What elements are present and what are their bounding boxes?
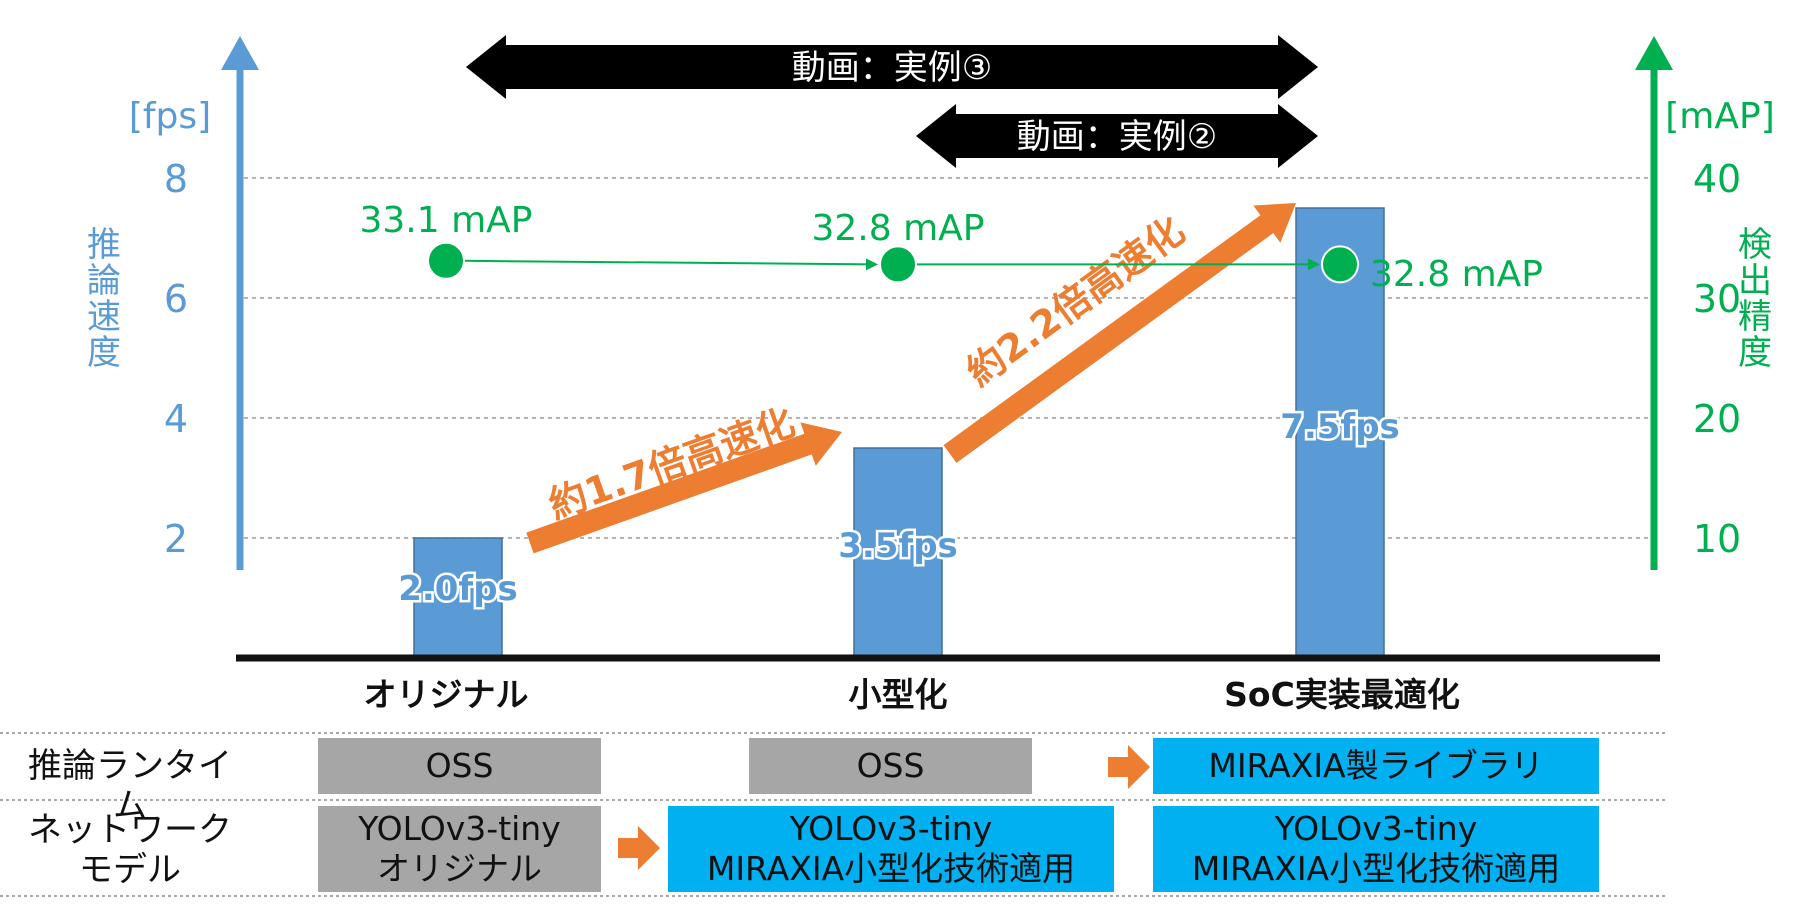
map-line-segment [461,259,875,266]
table-cell-line: MIRAXIA小型化技術適用 [1191,849,1561,888]
y2-ticks: 10 20 30 40 [1693,157,1741,561]
y2-axis-unit: [mAP] [1665,96,1775,137]
speedup-arrow [943,203,1296,463]
y-axis-label-char: 度 [87,333,121,373]
y2-axis-label-char: 精 [1738,297,1772,337]
map-point [879,245,917,284]
video-ranges: 動画：実例③ 動画：実例② [466,35,1318,168]
table-cell-line: MIRAXIA製ライブラリ [1208,746,1544,785]
bar-value-label: 2.0fps [398,569,518,609]
video-range-arrow [466,35,1318,99]
axes: [fps] [mAP] [129,36,1775,662]
map-point [1321,245,1359,284]
table-row-label: ネットワーク モデル [16,810,244,890]
y-ticks: 2 4 6 8 [164,157,188,561]
map-line-arrowhead-icon [1308,258,1320,271]
map-point [427,241,465,280]
video-range-arrow [916,104,1318,168]
category-label: オリジナル [364,675,529,714]
y-tick-label: 4 [164,397,188,441]
table-dividers [0,732,1668,897]
table-cell-line: YOLOv3-tiny [1274,809,1478,848]
table-cell: YOLOv3-tiny MIRAXIA小型化技術適用 [668,806,1114,892]
table-row-label-line: 推論ランタイム [28,746,232,826]
y2-tick-label: 40 [1693,157,1741,201]
left-axis-arrow-icon [221,36,259,70]
y-tick-label: 8 [164,157,188,201]
speedup-arrow [526,422,842,554]
table-cell: YOLOv3-tiny オリジナル [318,806,601,892]
y-axis-unit: [fps] [129,96,211,137]
table-cell-line: YOLOv3-tiny [789,809,993,848]
y-axis-label-char: 速 [87,297,121,337]
map-line-arrowhead-icon [866,258,878,271]
table-cell: OSS [318,738,601,794]
y2-tick-label: 20 [1693,397,1741,441]
step-arrow-icon [1108,745,1150,789]
y-axis-label-char: 推 [87,225,121,265]
table-cell-line: OSS [856,746,925,785]
bar [413,537,503,659]
table-cell-line: オリジナル [377,849,542,888]
y-axis-label-char: 論 [87,261,121,301]
video-range-label: 動画：実例② [1017,117,1217,157]
table-row-label-line: モデル [79,850,181,890]
map-series: 33.1 mAP 32.8 mAP 32.8 mAP [359,200,1543,295]
map-value-label: 32.8 mAP [1370,254,1543,295]
y-tick-label: 2 [164,517,188,561]
table-cell: OSS [749,738,1032,794]
category-label: 小型化 [849,675,948,714]
y-tick-label: 6 [164,277,188,321]
right-axis-arrow-icon [1635,36,1673,70]
y2-tick-label: 30 [1693,277,1741,321]
table-cell-line: YOLOv3-tiny [358,809,561,848]
table-cell: MIRAXIA製ライブラリ [1153,738,1599,794]
y2-axis-label-char: 検 [1738,225,1772,265]
table-cell: YOLOv3-tiny MIRAXIA小型化技術適用 [1153,806,1599,892]
table-row-label: 推論ランタイム [16,746,244,826]
bar-value-label: 3.5fps [838,526,958,566]
category-label: SoC実装最適化 [1224,675,1460,714]
category-labels: オリジナル 小型化 SoC実装最適化 [364,675,1460,714]
y2-axis-label-char: 度 [1738,333,1772,373]
map-value-label: 33.1 mAP [359,200,532,241]
video-range-label: 動画：実例③ [792,48,992,88]
step-arrow-icon [618,826,660,870]
y2-tick-label: 10 [1693,517,1741,561]
y2-axis-label-char: 出 [1738,261,1772,301]
table-cell-line: OSS [425,746,494,785]
table-row-label-line: ネットワーク [28,810,232,850]
map-value-label: 32.8 mAP [811,208,984,249]
table-cell-line: MIRAXIA小型化技術適用 [706,849,1076,888]
bar-value-label: 7.5fps [1280,407,1400,447]
